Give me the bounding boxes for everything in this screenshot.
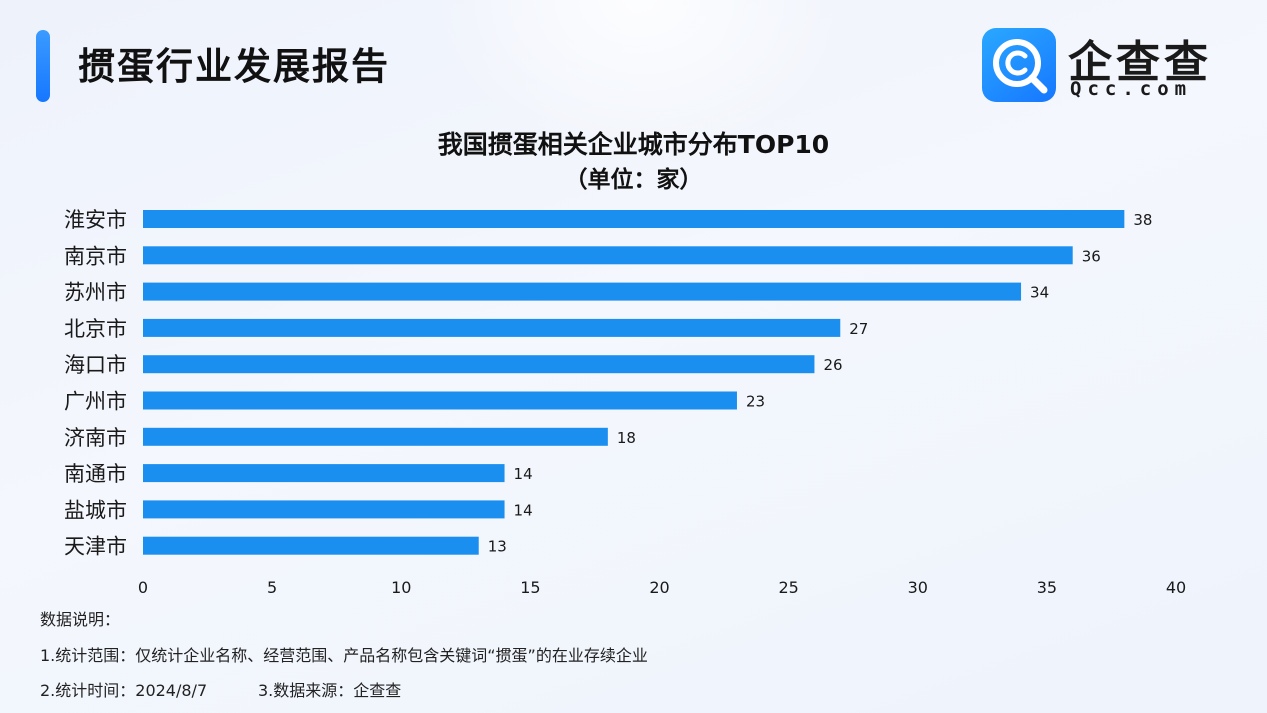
bar-8	[143, 464, 505, 483]
bar-9	[143, 500, 505, 519]
bar-4	[143, 318, 841, 337]
value-label: 38	[1133, 211, 1152, 229]
bar-1	[143, 210, 1125, 228]
bar-5	[143, 355, 815, 374]
x-tick-label: 5	[267, 578, 277, 597]
x-tick-label: 15	[520, 578, 540, 597]
value-label: 14	[514, 501, 533, 519]
category-label: 南通市	[64, 462, 127, 486]
category-label: 海口市	[64, 353, 127, 377]
category-label: 盐城市	[64, 498, 127, 522]
page-title: 掼蛋行业发展报告	[78, 45, 390, 88]
bar-2	[143, 246, 1073, 265]
x-tick-label: 40	[1166, 578, 1186, 597]
value-label: 26	[823, 356, 842, 374]
chart-subtitle: （单位：家）	[564, 167, 703, 193]
category-label: 北京市	[64, 317, 127, 341]
x-tick-label: 10	[391, 578, 411, 597]
bar-3	[143, 282, 1022, 301]
value-label: 36	[1082, 247, 1101, 265]
value-label: 13	[488, 538, 507, 556]
category-label: 天津市	[64, 535, 127, 559]
x-tick-label: 30	[908, 578, 928, 597]
notes-date: 2.统计时间：2024/8/7	[40, 681, 208, 700]
brand-logo: 企查查 Qcc.com	[982, 28, 1232, 104]
category-label: 广州市	[64, 390, 127, 414]
brand-domain: Qcc.com	[1070, 78, 1193, 100]
x-tick-label: 0	[138, 578, 148, 597]
category-label: 济南市	[64, 426, 127, 450]
value-label: 14	[514, 465, 533, 483]
notes-source: 3.数据来源：企查查	[258, 681, 402, 700]
category-label: 淮安市	[64, 208, 127, 232]
x-tick-label: 20	[649, 578, 669, 597]
x-tick-label: 25	[778, 578, 798, 597]
bar-7	[143, 427, 608, 446]
header-accent-bar	[36, 30, 50, 102]
notes-heading: 数据说明：	[40, 610, 121, 629]
notes-scope: 1.统计范围：仅统计企业名称、经营范围、产品名称包含关键词“掼蛋”的在业存续企业	[40, 646, 648, 665]
value-label: 27	[849, 320, 868, 338]
category-label: 南京市	[64, 244, 127, 268]
value-label: 23	[746, 393, 765, 411]
x-tick-label: 35	[1037, 578, 1057, 597]
bar-10	[143, 536, 479, 555]
chart-title: 我国掼蛋相关企业城市分布TOP10	[437, 130, 830, 159]
bar-6	[143, 391, 737, 410]
category-label: 苏州市	[64, 281, 127, 305]
value-label: 34	[1030, 284, 1049, 302]
magnifier-c-icon	[982, 28, 1056, 102]
value-label: 18	[617, 429, 636, 447]
brand-name: 企查查	[1068, 37, 1212, 88]
